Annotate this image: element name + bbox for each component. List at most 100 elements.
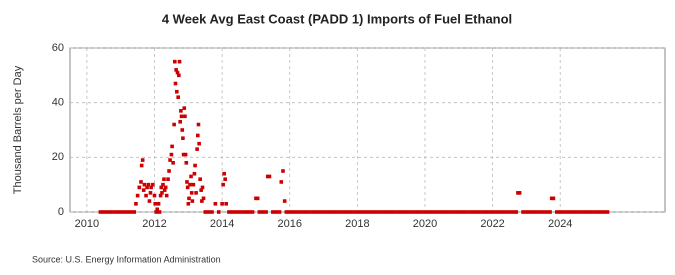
data-point (247, 210, 251, 214)
data-point (456, 210, 461, 214)
data-point (151, 182, 155, 187)
data-point (148, 191, 153, 195)
data-point (402, 210, 407, 214)
data-point (171, 161, 175, 165)
data-point (348, 210, 353, 214)
data-point (565, 210, 569, 214)
data-point (139, 180, 143, 184)
data-point (156, 202, 161, 206)
data-point (260, 210, 265, 214)
data-point (189, 191, 194, 195)
data-point (184, 161, 189, 165)
data-point (352, 210, 356, 214)
data-point (585, 210, 590, 214)
x-tick-label: 2024 (548, 218, 572, 230)
data-point (108, 210, 113, 214)
data-point (446, 210, 451, 214)
data-point (129, 210, 133, 214)
data-point (125, 210, 130, 214)
data-point (180, 128, 185, 132)
data-point (221, 182, 225, 187)
data-point (443, 210, 448, 214)
data-point (582, 210, 586, 214)
data-point (139, 163, 144, 168)
data-point (592, 210, 596, 214)
data-point (181, 152, 186, 157)
data-point (188, 182, 192, 187)
data-point (142, 182, 147, 187)
data-point (342, 210, 346, 214)
data-point (178, 120, 183, 124)
x-tick-label: 2014 (210, 218, 234, 230)
data-point (179, 114, 184, 119)
data-point (174, 68, 178, 72)
data-point (267, 174, 272, 179)
data-point (534, 210, 539, 214)
data-point (240, 210, 245, 214)
data-point (149, 185, 153, 190)
data-point (321, 210, 326, 214)
data-point (399, 210, 404, 214)
source-note: Source: U.S. Energy Information Administ… (32, 254, 221, 264)
data-point (541, 210, 546, 214)
data-point (304, 210, 309, 214)
data-point (362, 210, 366, 214)
data-point (484, 210, 488, 214)
data-point (182, 106, 187, 110)
data-point (345, 210, 350, 214)
data-point (118, 210, 123, 214)
data-point (224, 202, 228, 206)
data-point (155, 207, 160, 212)
data-point (605, 210, 610, 214)
data-point (375, 210, 380, 214)
data-point (162, 188, 167, 192)
data-point (271, 210, 275, 214)
data-point (507, 210, 512, 214)
data-point (426, 210, 431, 214)
data-point (389, 210, 393, 214)
data-point (490, 210, 495, 214)
data-point (132, 210, 137, 214)
x-tick-label: 2016 (278, 218, 302, 230)
data-point (134, 202, 138, 206)
data-point (314, 210, 319, 214)
data-point (183, 152, 188, 157)
data-point (201, 196, 206, 201)
y-axis-label: Thousand Barrels per Day (12, 65, 24, 194)
data-point (544, 210, 549, 214)
data-point (561, 210, 566, 214)
data-point (358, 210, 363, 214)
data-point (161, 182, 165, 187)
data-point (524, 210, 529, 214)
data-point (467, 210, 471, 214)
data-point (291, 210, 295, 214)
data-point (413, 210, 417, 214)
data-point (429, 210, 434, 214)
data-point (460, 210, 464, 214)
data-point (144, 193, 148, 198)
data-point (223, 177, 227, 181)
data-point (328, 210, 333, 214)
data-point (392, 210, 397, 214)
data-point (146, 182, 151, 187)
data-point (181, 136, 185, 140)
data-point (98, 210, 103, 214)
data-point (196, 122, 201, 127)
data-point (279, 180, 284, 184)
data-point (369, 210, 373, 214)
data-point (301, 210, 306, 214)
data-point (122, 210, 126, 214)
data-point (578, 210, 583, 214)
data-point (176, 95, 180, 99)
data-point (277, 210, 282, 214)
x-tick-label: 2018 (345, 218, 369, 230)
data-point (527, 210, 532, 214)
data-point (497, 210, 502, 214)
data-point (194, 191, 198, 195)
data-point (440, 210, 444, 214)
y-tick-label: 40 (52, 97, 64, 109)
data-point (170, 144, 174, 149)
data-point (147, 199, 152, 203)
data-point (409, 210, 414, 214)
data-point (195, 147, 199, 151)
